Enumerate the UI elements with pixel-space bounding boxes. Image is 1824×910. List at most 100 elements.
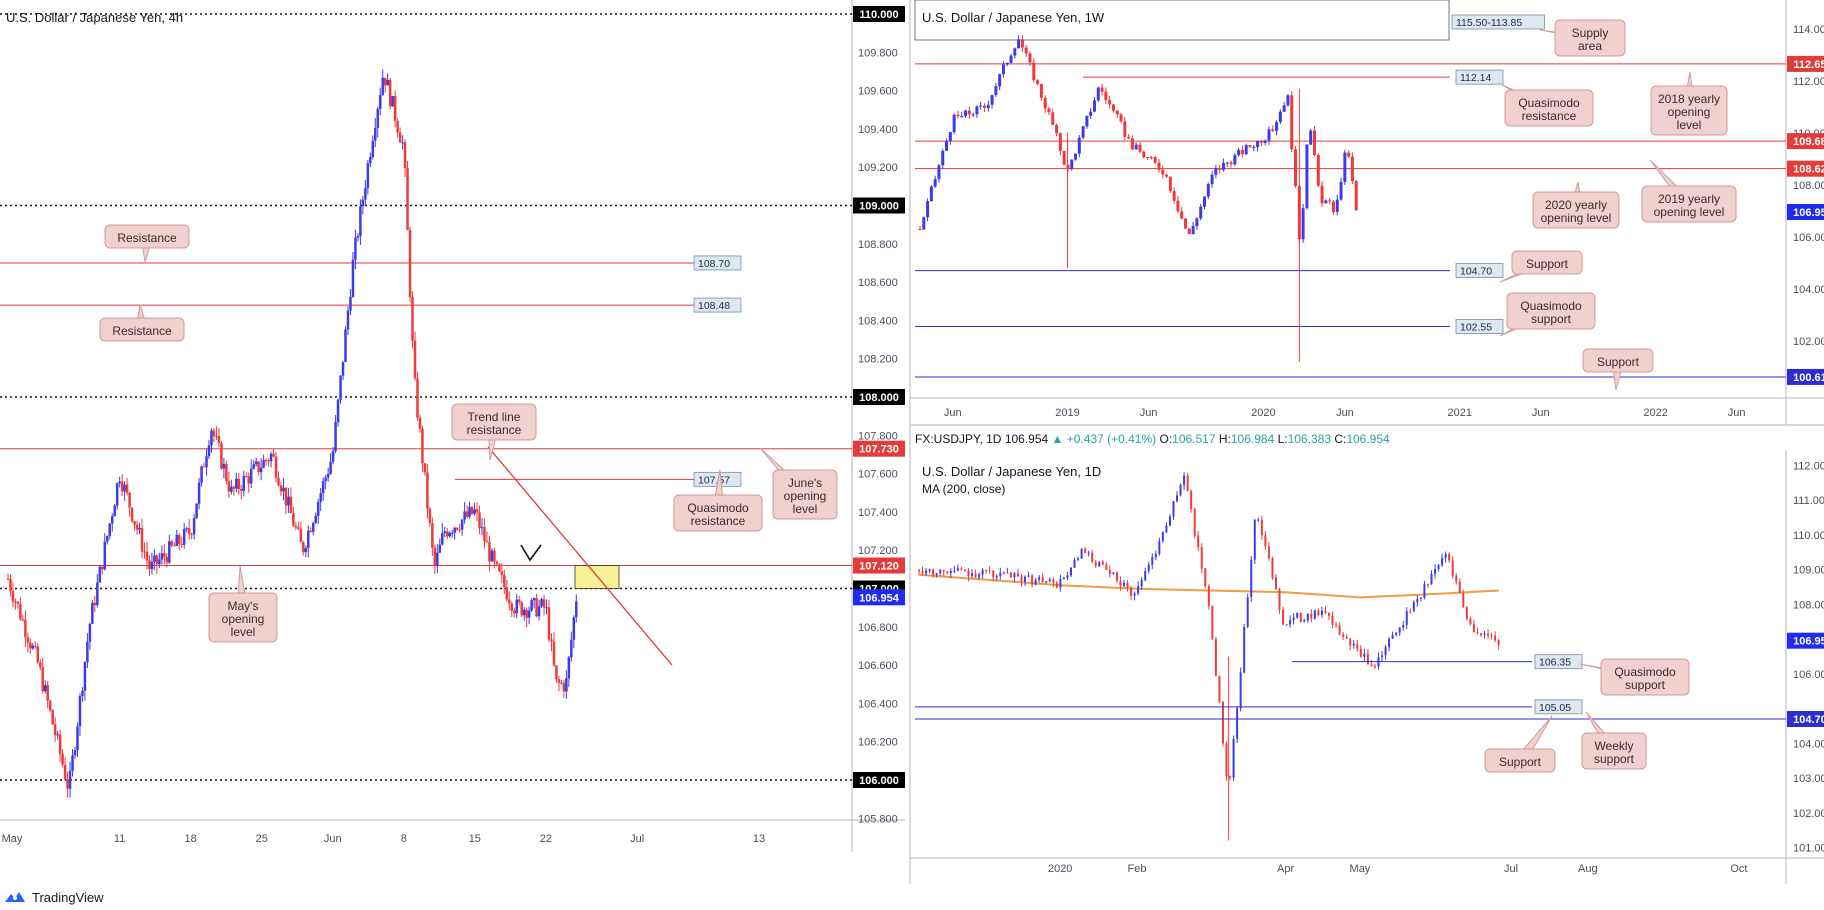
wk-chart-title: U.S. Dollar / Japanese Yen, 1W [922,10,1105,25]
h4-callout-resistance-1-box [104,224,190,249]
h4-callout-trendline-text: Trend line [468,410,521,424]
wk-callout-2018-text: opening [1668,105,1711,119]
h4-psych-tag-box [853,6,905,22]
wk-callout-quasimodo-box [1504,89,1594,127]
h4-y-tick: 106.400 [858,698,898,710]
d-callout-support-text: Support [1499,755,1542,769]
wk-level-axis-tag-box [1787,133,1824,150]
wk-x-tick: 2020 [1251,407,1275,419]
d-y-tick: 104.000 [1793,738,1824,750]
wk-x-tick: 2022 [1643,407,1667,419]
wk-y-tick: 112.000 [1793,76,1824,88]
d-y-tick: 102.000 [1793,808,1824,820]
d-quote-part: FX:USDJPY, 1D [915,432,1005,446]
h4-psych-tag-box [853,197,905,214]
h4-psych-tag-box [853,772,905,788]
h4-callout-trendline-box [451,403,537,441]
h4-y-tick: 108.600 [858,277,898,289]
h4-callout-may-text: level [231,625,256,639]
d-y-tick: 109.000 [1793,565,1824,577]
wk-y-tick: 102.000 [1793,336,1824,348]
wk-level-tag-text: 112.14 [1460,72,1491,84]
d-y-tick: 108.000 [1793,599,1824,611]
h4-psych-tag-box [853,389,905,405]
d-y-tick: 103.000 [1793,773,1824,785]
d-quote-part: L: [1278,432,1288,446]
wk-callout-2019-text: 2019 yearly [1658,192,1720,206]
wk-y-tick: 104.000 [1793,284,1824,296]
d-level-axis-tag-box [1787,711,1824,728]
h4-chart-title: U.S. Dollar / Japanese Yen, 4h [6,10,183,25]
h4-y-tick: 109.600 [858,86,898,98]
wk-level-axis-tag-box [1787,55,1824,72]
d-y-tick: 106.000 [1793,669,1824,681]
wk-x-tick: Jun [1336,407,1354,419]
h4-callout-quasimodo-text: Quasimodo [687,501,749,515]
daily-candles [918,475,1500,778]
h4-callout-may-text: May's [228,599,259,613]
d-callout-quasimodo-text: Quasimodo [1614,665,1676,679]
h4-callout-may-box [208,592,278,643]
h4-x-tick: 25 [256,833,268,845]
h4-psych-tag-text: 110.000 [859,9,898,21]
wk-level-tag-box [1455,263,1504,279]
h4-y-tick: 109.400 [858,124,898,136]
tradingview-brand[interactable]: TradingView [32,889,104,905]
h4-psych-tag-text: 109.000 [859,201,899,213]
wk-callout-quasimodo-support-box [1506,292,1596,330]
wk-callout-quasimodo-text: resistance [1522,109,1577,123]
footer: TradingView [0,884,1824,910]
h4-callout-resistance-2-text: Resistance [112,324,172,338]
wk-y-tick: 114.000 [1793,24,1824,36]
h4-y-tick: 105.800 [858,813,898,825]
h4-callout-quasimodo-text: resistance [691,514,746,528]
h4-x-tick: 8 [401,833,407,845]
h4-x-tick: 22 [540,833,552,845]
h4-callout-june-text: opening [784,489,827,503]
d-quote-part: 106.954 [1005,432,1052,446]
wk-callout-quasimodo-support-text: support [1531,312,1572,326]
h4-y-tick: 106.800 [858,622,898,634]
h4-level-tag-text: 107.57 [698,474,730,486]
h4-psych-tag-text: 108.000 [859,392,899,404]
d-x-tick: Jul [1504,863,1518,875]
wk-x-tick: Jun [944,407,962,419]
wk-level-axis-tag-text: 100.610 [1793,372,1824,384]
h4-x-tick: 15 [469,833,481,845]
d-quote-part: O: [1159,432,1172,446]
d-quote-part: 106.984 [1231,432,1278,446]
wk-level-axis-tag-text: 112.650 [1793,59,1824,71]
d-y-tick: 112.000 [1793,460,1824,472]
d-x-tick: May [1350,863,1371,875]
wk-x-tick: 2019 [1055,407,1079,419]
d-level-tag-text: 106.35 [1539,657,1571,669]
h4-y-tick: 108.400 [858,315,898,327]
d-last-price-tag-box [1787,632,1824,649]
h4-level-axis-tag-box [853,440,905,457]
h4-y-tick: 107.800 [858,430,898,442]
h4-price-axis [852,0,905,852]
h4-y-tick: 106.600 [858,660,898,672]
h4-callout-may-text: opening [222,612,265,626]
d-chart-title: U.S. Dollar / Japanese Yen, 1D [922,464,1101,479]
h4-x-tick: 11 [114,833,125,845]
h4-y-tick: 107.200 [858,545,898,557]
charts-canvas[interactable]: 110.000109.000108.000107.000106.000109.8… [0,0,1824,884]
wk-callout-2019-text: opening level [1654,205,1725,219]
d-quote-part: 106.954 [1346,432,1390,446]
d-y-tick: 111.000 [1793,495,1824,507]
wk-callout-quasimodo-support-text: Quasimodo [1520,299,1582,313]
h4-y-tick: 108.200 [858,354,898,366]
tradingview-logo-icon[interactable] [4,890,26,904]
wk-last-price-tag-box [1787,203,1824,220]
wk-supply-tag-text: 115.50-113.85 [1456,17,1522,29]
wk-level-tag-box [1455,319,1504,334]
d-x-tick: Aug [1578,863,1598,875]
wk-callout-support-2-text: Support [1597,355,1640,369]
h4-y-tick: 106.200 [858,737,898,749]
wk-callout-support-text: Support [1526,257,1569,271]
h4-x-tick: 18 [185,833,197,845]
h4-y-tick: 109.200 [858,162,898,174]
wk-callout-2019-box [1641,185,1737,223]
